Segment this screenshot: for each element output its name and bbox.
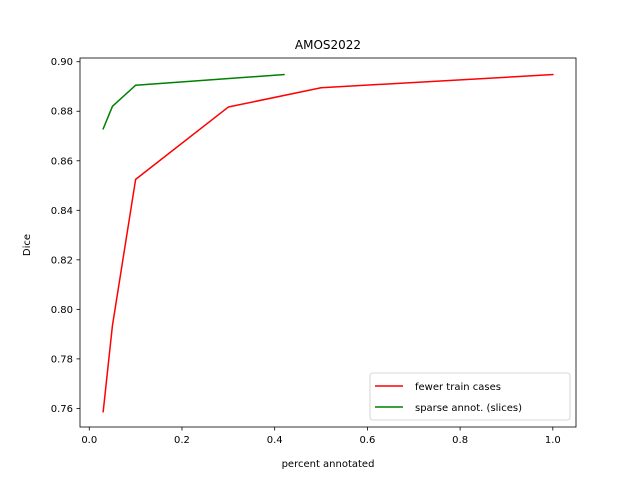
y-tick-label: 0.84 (51, 206, 73, 217)
data-point (135, 179, 137, 181)
y-axis-label: Dice (22, 234, 33, 256)
y-tick-label: 0.78 (51, 354, 73, 365)
data-point (283, 74, 285, 76)
x-axis-label: percent annotated (282, 459, 375, 470)
series-line-2 (102, 73, 285, 130)
x-tick-label: 0.2 (174, 435, 190, 446)
plot-area: 0.0 0.2 0.4 0.6 0.8 1.0 0.76 0.78 0.80 0.82 0.84 0.… (51, 57, 577, 446)
x-tick-label: 0.8 (452, 435, 468, 446)
y-tick-label: 0.90 (51, 57, 73, 68)
legend-label-1: fewer train cases (415, 382, 501, 393)
chart-title: AMOS2022 (295, 38, 361, 52)
legend-label-2: sparse annot. (slices) (415, 403, 522, 414)
series-line-1 (102, 73, 554, 413)
legend-box (369, 372, 571, 421)
legend: fewer train cases sparse annot. (slices) (369, 372, 571, 421)
y-tick-label: 0.88 (51, 107, 73, 118)
y-tick-label: 0.86 (51, 156, 73, 167)
axes-frame (79, 57, 577, 428)
x-tick-label: 1.0 (545, 435, 561, 446)
data-point (320, 87, 322, 89)
y-tick-label: 0.76 (51, 404, 73, 415)
data-point (112, 105, 114, 107)
x-tick-label: 0.0 (81, 435, 97, 446)
data-point (102, 128, 104, 130)
data-point (135, 84, 137, 86)
data-point (228, 106, 230, 108)
data-point (102, 411, 104, 413)
y-tick-label: 0.80 (51, 305, 73, 316)
data-point (112, 325, 114, 327)
data-point (552, 74, 554, 76)
x-tick-label: 0.4 (267, 435, 283, 446)
y-tick-label: 0.82 (51, 255, 73, 266)
x-tick-label: 0.6 (359, 435, 375, 446)
